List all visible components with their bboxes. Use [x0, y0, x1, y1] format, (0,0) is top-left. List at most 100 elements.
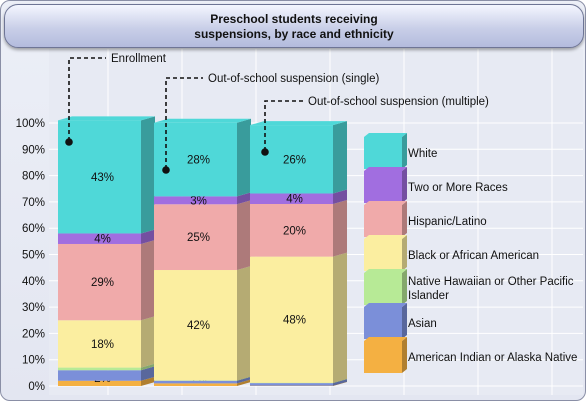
- legend-swatch-top: [364, 303, 407, 307]
- bar-segment-side: [237, 118, 251, 197]
- annotation-leader-line: [68, 57, 106, 141]
- y-tick-label: 0%: [28, 381, 45, 393]
- bar-segment-side: [237, 379, 251, 386]
- y-tick-label: 10%: [22, 355, 45, 367]
- legend-label: American Indian or Alaska Native: [408, 352, 577, 364]
- y-tick-label: 90%: [22, 144, 45, 156]
- bar-segment-side: [237, 266, 251, 381]
- legend-swatch-top: [364, 337, 407, 341]
- bar-segment: [154, 196, 237, 205]
- annotation-dot: [261, 148, 269, 156]
- bar-segment-side: [333, 121, 347, 194]
- legend-swatch-top: [364, 269, 407, 273]
- bar-segment: [250, 125, 333, 194]
- bar-segment-side: [237, 200, 251, 271]
- bar-segment: [154, 270, 237, 381]
- data-label: 26%: [283, 154, 306, 166]
- bar-segment: [58, 243, 141, 321]
- data-label: 48%: [283, 315, 306, 327]
- legend-swatch-side: [402, 303, 407, 339]
- bar-segment: [58, 367, 141, 371]
- legend-swatch-side: [402, 167, 407, 203]
- bar-segment: [58, 370, 141, 381]
- data-label: 28%: [187, 155, 210, 167]
- bar-segment-side: [237, 192, 251, 205]
- legend-label: Native Hawaiian or Other Pacific Islander: [408, 276, 574, 302]
- legend-swatch-side: [402, 133, 407, 169]
- data-label: 42%: [187, 320, 210, 332]
- bar-segment-side: [141, 363, 155, 371]
- data-label: 43%: [91, 172, 114, 184]
- y-tick-label: 20%: [22, 328, 45, 340]
- legend-swatch-side: [402, 235, 407, 271]
- legend-label: Two or More Races: [408, 182, 508, 194]
- bar-annotation-label: Out-of-school suspension (multiple): [308, 96, 489, 108]
- bar-segment-side: [141, 229, 155, 244]
- bar-top-face: [154, 118, 251, 123]
- data-label: 4%: [286, 194, 303, 206]
- bar-segment-side: [141, 316, 155, 368]
- bar-segment-side: [333, 379, 347, 386]
- bar-segment: [250, 193, 333, 205]
- bar-segment: [58, 233, 141, 244]
- y-tick-label: 60%: [22, 223, 45, 235]
- y-tick-label: 70%: [22, 197, 45, 209]
- legend-swatch-side: [402, 337, 407, 373]
- y-tick-label: 40%: [22, 276, 45, 288]
- bar-segment: [250, 204, 333, 257]
- bar-segment-side: [333, 252, 347, 383]
- bar-top-face: [58, 116, 155, 121]
- legend-label: Asian: [408, 318, 437, 330]
- data-label: 4%: [94, 234, 111, 246]
- bar-segment: [154, 383, 237, 386]
- bar-segment-side: [141, 116, 155, 234]
- bar-annotation-label: Enrollment: [111, 53, 167, 65]
- chart-title-line-2: suspensions, by race and ethnicity: [194, 27, 394, 41]
- bar-segment: [58, 380, 141, 386]
- y-tick-label: 30%: [22, 302, 45, 314]
- bar-segment-side: [141, 366, 155, 381]
- legend-label: White: [408, 148, 437, 160]
- bar-segment: [154, 380, 237, 384]
- data-label: 18%: [91, 339, 114, 351]
- bar-segment-side: [141, 376, 155, 386]
- bar-segment-side: [141, 239, 155, 321]
- bar-segment-side: [333, 189, 347, 205]
- bar-segment: [250, 383, 333, 386]
- legend-label: Hispanic/Latino: [408, 216, 487, 228]
- annotation-dot: [65, 138, 73, 146]
- bar-segment-side: [333, 200, 347, 257]
- legend-swatch: [364, 137, 402, 169]
- annotation-leader-line: [165, 77, 203, 169]
- bar-segment: [154, 122, 237, 197]
- chart-title-line-1: Preschool students receiving: [210, 12, 378, 26]
- legend-swatch: [364, 239, 402, 271]
- data-label: 29%: [91, 277, 114, 289]
- annotation-leader-line: [264, 100, 303, 151]
- data-label: 25%: [187, 232, 210, 244]
- legend-label: Black or African American: [408, 250, 539, 262]
- legend-swatch-top: [364, 167, 407, 171]
- bar-segment-side: [237, 376, 251, 384]
- bar-top-face: [250, 121, 347, 126]
- legend-swatch: [364, 273, 402, 305]
- y-tick-label: 80%: [22, 171, 45, 183]
- legend-swatch: [364, 307, 402, 339]
- legend-swatch-side: [402, 201, 407, 237]
- annotation-dot: [162, 166, 170, 174]
- chart-title-bar: Preschool students receiving suspensions…: [4, 4, 584, 48]
- y-tick-label: 50%: [22, 250, 45, 262]
- legend-swatch: [364, 341, 402, 373]
- bar-segment: [58, 120, 141, 234]
- legend-swatch-side: [402, 269, 407, 305]
- legend-swatch-top: [364, 201, 407, 205]
- bar-segment: [154, 204, 237, 271]
- legend-swatch: [364, 171, 402, 203]
- data-label: 3%: [190, 195, 207, 207]
- legend-swatch: [364, 205, 402, 237]
- legend-swatch-top: [364, 235, 407, 239]
- bar-segment: [250, 256, 333, 383]
- data-label: 20%: [283, 225, 306, 237]
